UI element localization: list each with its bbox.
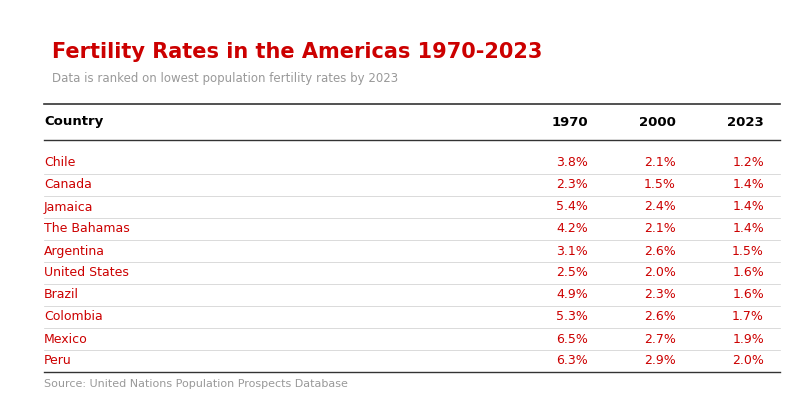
Text: Peru: Peru <box>44 354 72 368</box>
Text: 2.3%: 2.3% <box>644 288 676 302</box>
Text: The Bahamas: The Bahamas <box>44 222 130 236</box>
Text: 1.4%: 1.4% <box>732 222 764 236</box>
Text: Source: United Nations Population Prospects Database: Source: United Nations Population Prospe… <box>44 379 348 389</box>
Text: Brazil: Brazil <box>44 288 79 302</box>
Text: Fertility Rates in the Americas 1970-2023: Fertility Rates in the Americas 1970-202… <box>52 42 542 62</box>
Text: 1.7%: 1.7% <box>732 310 764 324</box>
Text: 6.3%: 6.3% <box>556 354 588 368</box>
Text: 2.6%: 2.6% <box>644 310 676 324</box>
Text: 4.9%: 4.9% <box>556 288 588 302</box>
Text: Argentina: Argentina <box>44 244 105 258</box>
Text: 1.5%: 1.5% <box>644 178 676 192</box>
Text: 2.3%: 2.3% <box>556 178 588 192</box>
Text: 1970: 1970 <box>551 116 588 128</box>
Text: 1.4%: 1.4% <box>732 178 764 192</box>
Text: 1.9%: 1.9% <box>732 332 764 346</box>
Text: 2.1%: 2.1% <box>644 156 676 170</box>
Text: Jamaica: Jamaica <box>44 200 94 214</box>
Text: 1.6%: 1.6% <box>732 288 764 302</box>
Text: 2023: 2023 <box>727 116 764 128</box>
Text: 2.7%: 2.7% <box>644 332 676 346</box>
Text: 2.0%: 2.0% <box>644 266 676 280</box>
Text: Colombia: Colombia <box>44 310 102 324</box>
Text: 1.6%: 1.6% <box>732 266 764 280</box>
Text: 2.9%: 2.9% <box>644 354 676 368</box>
Text: 3.1%: 3.1% <box>556 244 588 258</box>
Text: 1.4%: 1.4% <box>732 200 764 214</box>
Text: 3.8%: 3.8% <box>556 156 588 170</box>
Text: 2.6%: 2.6% <box>644 244 676 258</box>
Text: 1.2%: 1.2% <box>732 156 764 170</box>
Text: Canada: Canada <box>44 178 92 192</box>
Text: 6.5%: 6.5% <box>556 332 588 346</box>
Text: 2.1%: 2.1% <box>644 222 676 236</box>
Text: 5.3%: 5.3% <box>556 310 588 324</box>
Text: Country: Country <box>44 116 103 128</box>
Text: Chile: Chile <box>44 156 75 170</box>
Text: United States: United States <box>44 266 129 280</box>
Text: 1.5%: 1.5% <box>732 244 764 258</box>
Text: 5.4%: 5.4% <box>556 200 588 214</box>
Text: Mexico: Mexico <box>44 332 88 346</box>
Text: 2.4%: 2.4% <box>644 200 676 214</box>
Text: 2000: 2000 <box>639 116 676 128</box>
Text: 4.2%: 4.2% <box>556 222 588 236</box>
Text: Data is ranked on lowest population fertility rates by 2023: Data is ranked on lowest population fert… <box>52 72 398 85</box>
Text: 2.5%: 2.5% <box>556 266 588 280</box>
Text: 2.0%: 2.0% <box>732 354 764 368</box>
